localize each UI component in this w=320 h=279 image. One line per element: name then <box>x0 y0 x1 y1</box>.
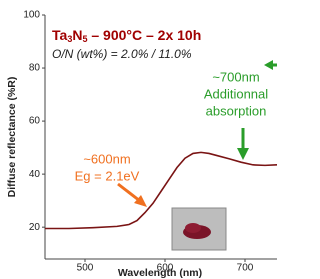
x-tick-label: 600 <box>157 263 174 274</box>
y-tick-label: 20 <box>29 222 41 233</box>
sample-photo <box>172 208 226 250</box>
y-tick-label: 100 <box>23 10 40 21</box>
title-part: – 900°C – 2x 10h <box>87 27 201 43</box>
annotation: absorption <box>206 103 267 118</box>
title-part: Ta <box>52 27 68 43</box>
annotation: Eg = 2.1eV <box>75 168 140 183</box>
chart: Diffuse reflectance (%R) Wavelength (nm)… <box>0 0 277 279</box>
subtitle: O/N (wt%) = 2.0% / 11.0% <box>52 47 192 61</box>
data-line <box>45 152 277 228</box>
annotation: Additionnal <box>204 86 268 101</box>
x-tick-label: 700 <box>237 263 254 274</box>
title-part: N <box>72 27 82 43</box>
annotation: ~600nm <box>83 151 130 166</box>
x-tick-label: 500 <box>77 263 94 274</box>
chart-title: Ta3N5 – 900°C – 2x 10h <box>52 27 201 45</box>
annotation: ~700nm <box>212 69 259 84</box>
y-tick-label: 40 <box>29 169 41 180</box>
y-axis-label: Diffuse reflectance (%R) <box>6 77 18 198</box>
y-tick-label: 80 <box>29 63 41 74</box>
y-tick-label: 60 <box>29 116 41 127</box>
